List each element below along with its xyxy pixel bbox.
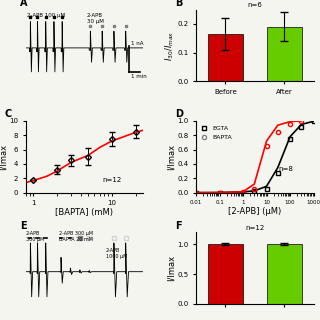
Text: 2-APB 100 μM: 2-APB 100 μM [27,13,65,18]
Y-axis label: I/Imax: I/Imax [0,144,8,170]
Y-axis label: $I_{30}/I_{max}$: $I_{30}/I_{max}$ [163,30,176,61]
Text: 2-APB
30 μM: 2-APB 30 μM [87,13,104,24]
Text: n=8: n=8 [278,166,293,172]
Text: E: E [20,220,26,231]
Text: 1 min: 1 min [132,74,147,79]
Text: 2-APB
300 μM: 2-APB 300 μM [26,231,44,242]
X-axis label: [2-APB] (μM): [2-APB] (μM) [228,207,282,216]
X-axis label: [BAPTA] (mM): [BAPTA] (mM) [55,208,113,217]
Text: B: B [175,0,182,8]
Text: n=12: n=12 [102,177,121,183]
Text: n=6: n=6 [247,2,262,8]
Text: 2-APB
1000 μM: 2-APB 1000 μM [106,248,127,259]
Bar [208,244,243,304]
Bar [208,34,243,81]
Y-axis label: I/Imax: I/Imax [167,255,176,281]
Bar [267,27,302,81]
Legend: EGTA, BAPTA: EGTA, BAPTA [199,124,234,142]
Text: C: C [4,109,12,119]
Text: A: A [20,0,27,8]
Text: n=12: n=12 [245,225,264,231]
Text: 1 nA: 1 nA [132,41,144,45]
Text: D: D [175,109,183,119]
Y-axis label: I/Imax: I/Imax [167,144,176,170]
Bar [267,244,302,304]
Text: F: F [175,220,181,231]
Text: 2-APB 300 μM
BAPTA 20 mM: 2-APB 300 μM BAPTA 20 mM [59,231,92,242]
